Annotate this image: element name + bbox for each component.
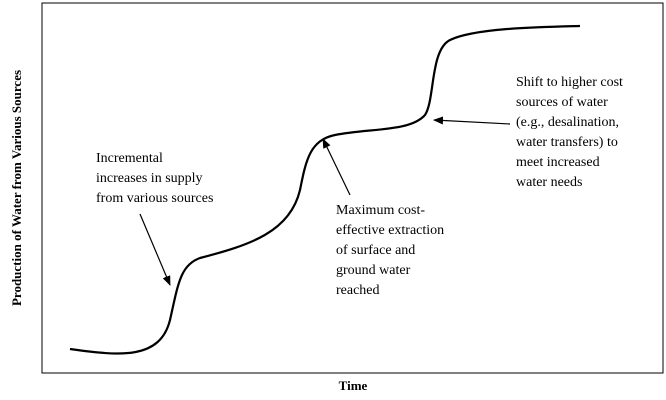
annotation-line: of surface and xyxy=(336,243,415,258)
supply-curve xyxy=(69,24,581,355)
annotation-line: from various sources xyxy=(96,191,213,206)
annotation-line: water needs xyxy=(516,175,582,190)
annotation-line: sources of water xyxy=(516,95,608,110)
annotation-line: Maximum cost- xyxy=(336,203,425,218)
annotation-line: meet increased xyxy=(516,155,600,170)
x-axis-label: Time xyxy=(339,378,368,393)
arrow xyxy=(433,116,511,125)
y-axis-label: Production of Water from Various Sources xyxy=(9,70,24,306)
arrow xyxy=(322,138,351,196)
annotation-line: water transfers) to xyxy=(516,135,618,150)
annotation-line: effective extraction xyxy=(336,223,444,238)
annotation-line: ground water xyxy=(336,263,411,278)
annotation-line: Shift to higher cost xyxy=(516,75,623,90)
annotation-line: reached xyxy=(336,283,380,298)
frame xyxy=(41,2,664,374)
arrow xyxy=(139,213,171,286)
annotation-line: increases in supply xyxy=(96,171,203,186)
annotation-line: (e.g., desalination, xyxy=(516,115,619,130)
annotation-line: Incremental xyxy=(96,151,163,166)
